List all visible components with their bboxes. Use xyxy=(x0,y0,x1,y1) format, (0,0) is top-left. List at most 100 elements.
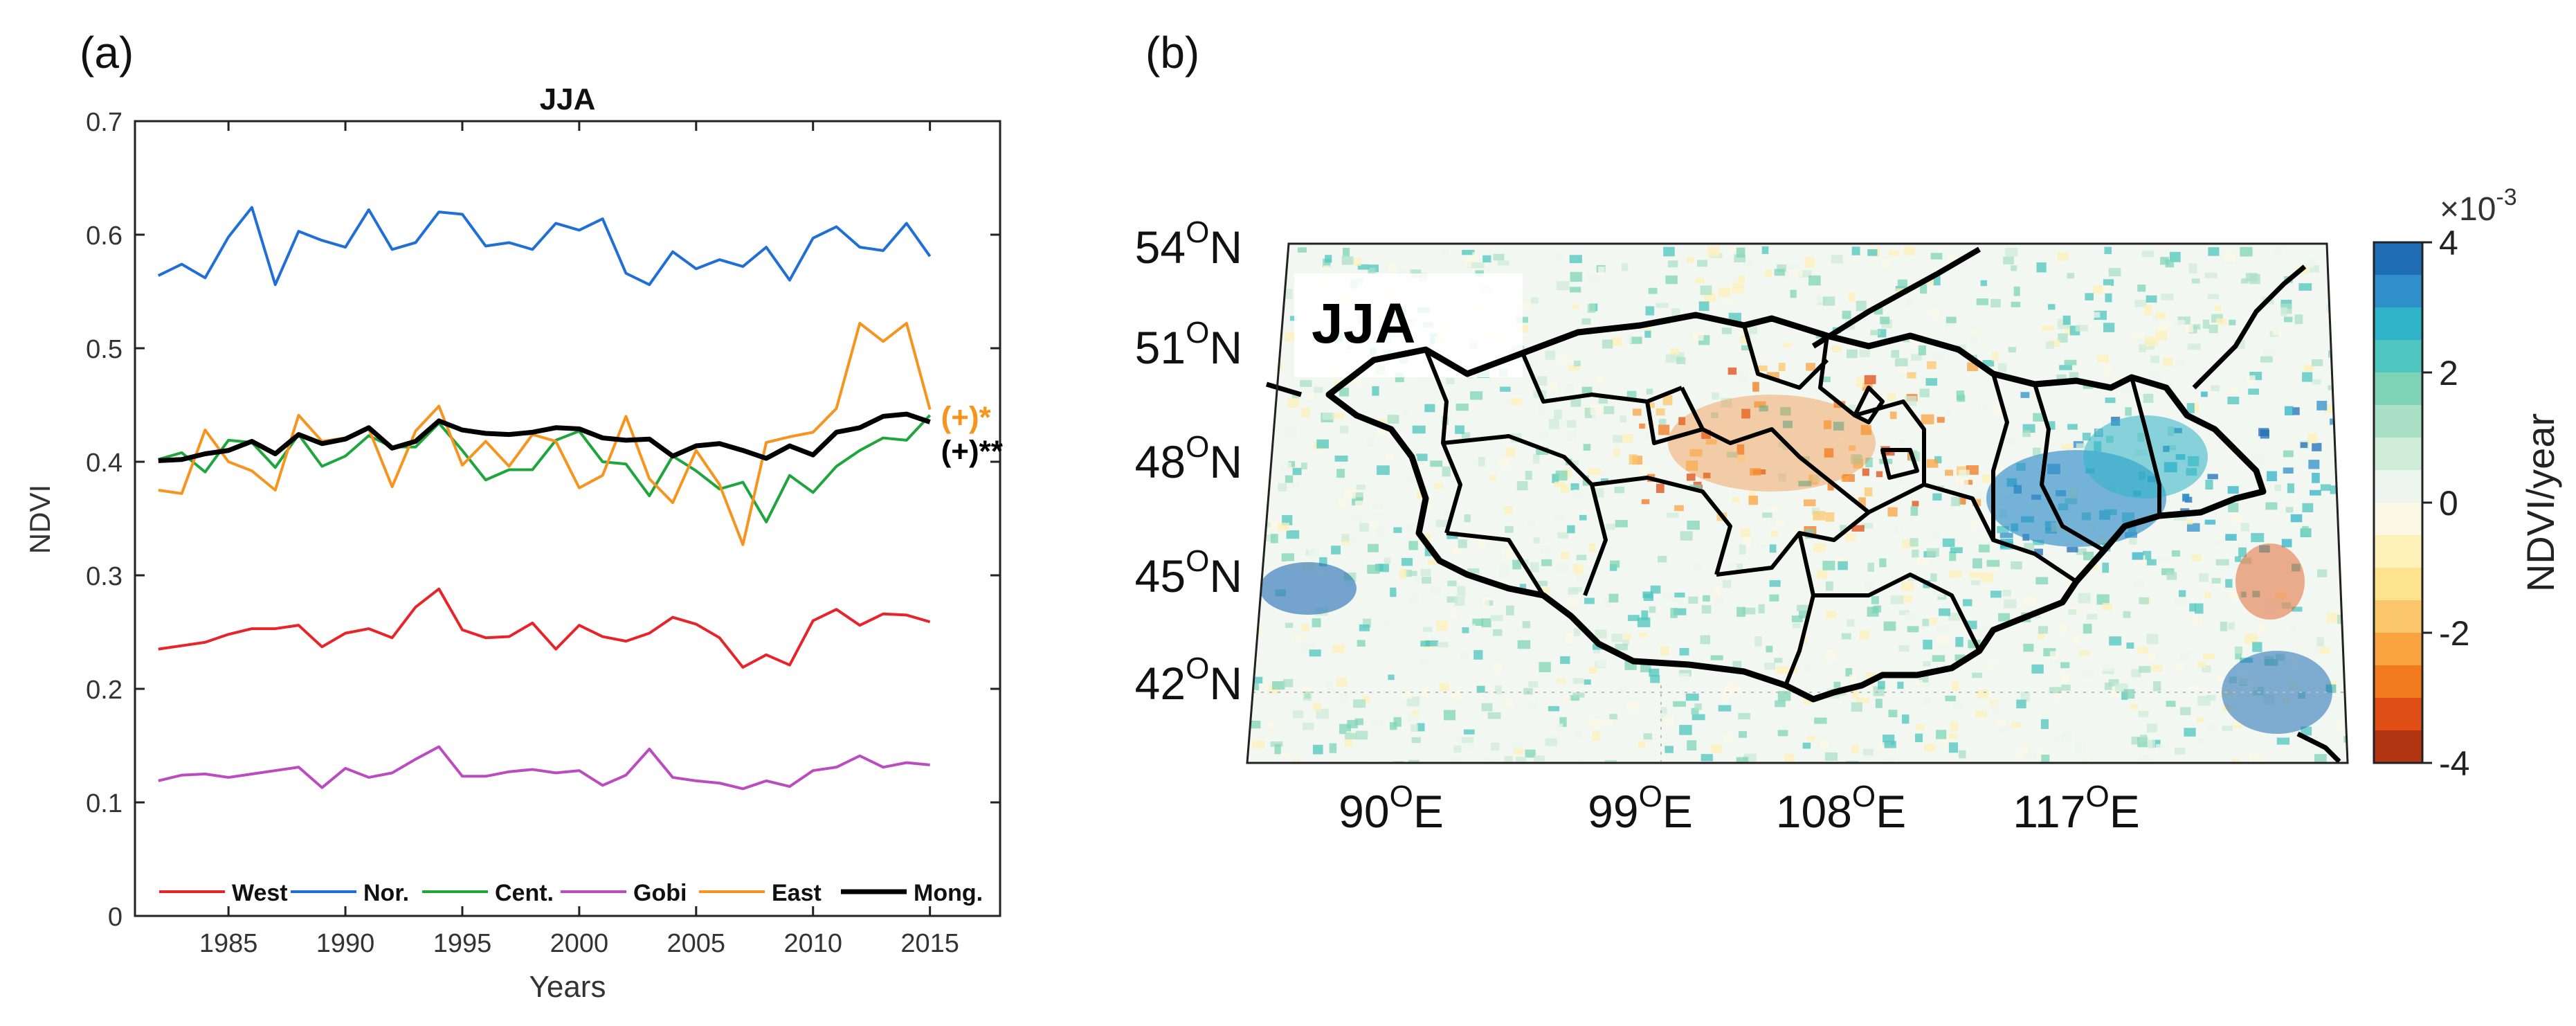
trend-pixel xyxy=(2175,598,2187,606)
trend-pixel xyxy=(1959,469,1970,477)
trend-pixel xyxy=(2306,260,2314,269)
trend-pixel xyxy=(2317,569,2328,577)
trend-pixel xyxy=(1425,640,1439,647)
trend-pixel xyxy=(1686,257,1694,263)
trend-pixel xyxy=(1262,260,1273,267)
trend-pixel xyxy=(2137,285,2146,292)
trend-pixel xyxy=(1911,354,1922,361)
trend-pixel xyxy=(2132,552,2143,560)
trend-pixel xyxy=(1439,683,1449,692)
trend-pixel xyxy=(1556,563,1568,573)
trend-pixel xyxy=(2033,413,2045,422)
trend-pixel xyxy=(2067,424,2078,430)
trend-pixel xyxy=(1724,735,1733,743)
trend-pixel xyxy=(1930,253,1943,260)
trend-pixel xyxy=(2312,379,2321,385)
trend-pixel xyxy=(1572,692,1585,698)
trend-pixel xyxy=(1523,687,1533,695)
aimag-line-4 xyxy=(1591,476,1732,575)
trend-pixel xyxy=(1265,534,1275,542)
trend-pixel xyxy=(1538,405,1548,414)
trend-pixel xyxy=(1674,592,1685,597)
trend-pixel xyxy=(2215,305,2222,312)
trend-pixel xyxy=(1894,527,1903,534)
colorbar-cell xyxy=(2374,438,2422,471)
trend-pixel xyxy=(1401,557,1413,566)
trend-pixel xyxy=(1626,701,1640,710)
trend-pixel xyxy=(2228,503,2239,512)
trend-pixel xyxy=(1527,521,1536,527)
trend-pixel xyxy=(1622,639,1629,646)
colorbar-cell xyxy=(2374,470,2422,503)
trend-pixel xyxy=(1584,597,1595,604)
trend-pixel xyxy=(1482,255,1491,263)
trend-pixel xyxy=(2121,386,2132,392)
map-title: JJA xyxy=(1312,292,1415,355)
trend-pixel xyxy=(2229,319,2236,325)
trend-pixel xyxy=(1312,618,1321,628)
trend-pixel xyxy=(2260,356,2273,363)
trend-pixel xyxy=(2204,519,2216,525)
trend-pixel xyxy=(1406,477,1418,483)
trend-pixel xyxy=(1288,461,1296,467)
trend-pixel xyxy=(1367,437,1375,447)
trend-pixel xyxy=(2180,652,2190,661)
trend-pixel xyxy=(1898,480,1905,485)
trend-pixel xyxy=(1813,474,1820,483)
trend-pixel xyxy=(1554,409,1562,420)
panel-a-label: (a) xyxy=(80,28,134,78)
trend-pixel xyxy=(1567,525,1575,534)
trend-pixel xyxy=(1525,361,1538,368)
trend-pixel xyxy=(1341,534,1350,542)
trend-pixel xyxy=(1674,608,1687,615)
trend-pixel xyxy=(1822,296,1835,306)
trend-pixel xyxy=(2160,257,2169,265)
trend-pixel xyxy=(1343,489,1356,499)
trend-pixel xyxy=(1798,270,1812,278)
trend-pixel xyxy=(1639,423,1647,429)
trend-pixel xyxy=(1774,658,1783,663)
trend-pixel xyxy=(1804,499,1816,507)
trend-pixel xyxy=(2302,503,2314,512)
trend-pixel xyxy=(1666,512,1679,518)
trend-pixel xyxy=(1894,440,1907,446)
trend-pixel xyxy=(1792,623,1801,629)
trend-pixel xyxy=(1286,530,1300,539)
trend-pixel xyxy=(1948,255,1957,262)
panel-b-label: (b) xyxy=(1145,28,1199,78)
trend-pixel xyxy=(1790,289,1797,298)
trend-pixel xyxy=(2078,593,2091,604)
aimag-line-12 xyxy=(1813,573,1981,652)
trend-pixel xyxy=(1723,298,1734,304)
colorbar-cell xyxy=(2374,340,2422,373)
trend-pixel xyxy=(2310,489,2321,496)
trend-pixel xyxy=(2067,273,2075,279)
trend-pixel xyxy=(1694,561,1703,571)
lat-label: 42ON xyxy=(1135,651,1242,709)
trend-pixel xyxy=(2346,350,2348,359)
trend-pixel xyxy=(1732,283,1744,294)
trend-pixel xyxy=(1312,744,1323,755)
trend-pixel xyxy=(2272,330,2283,336)
trend-pixel xyxy=(1979,402,1990,409)
trend-pixel xyxy=(1972,672,1983,678)
lake-baikal xyxy=(1811,246,1981,349)
trend-pixel xyxy=(2105,397,2116,404)
trend-pixel xyxy=(1999,532,2013,539)
trend-pixel xyxy=(2206,694,2216,701)
trend-pixel xyxy=(1897,681,1904,690)
trend-pixel xyxy=(1461,737,1474,744)
trend-pixel xyxy=(1354,718,1363,726)
trend-pixel xyxy=(1622,263,1629,271)
series-line-west xyxy=(158,587,931,669)
trend-pixel xyxy=(2126,642,2134,649)
trend-pixel xyxy=(1721,397,1732,408)
trend-pixel xyxy=(2199,573,2209,582)
trend-pixel xyxy=(1761,246,1769,254)
trend-pixel xyxy=(1495,685,1502,694)
trend-pixel xyxy=(1754,401,1766,408)
trend-pixel xyxy=(1336,469,1345,478)
y-axis-label: NDVI xyxy=(24,485,56,554)
trend-pixel xyxy=(2211,577,2221,584)
